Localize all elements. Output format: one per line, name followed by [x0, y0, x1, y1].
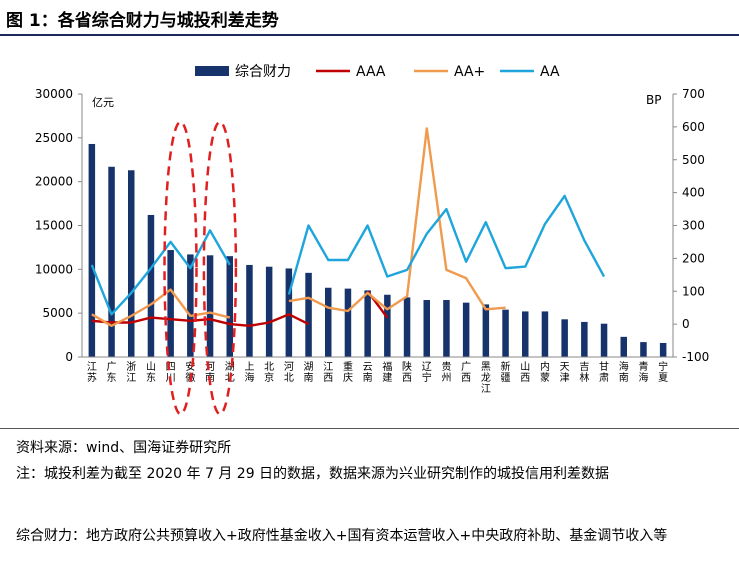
title-rule	[0, 34, 739, 36]
right-tick-label: 200	[682, 251, 705, 265]
category-label: 天津	[560, 362, 570, 384]
left-tick-label: 25000	[35, 131, 73, 145]
category-label: 贵州	[441, 360, 451, 384]
category-label: 山东	[146, 361, 156, 384]
left-tick-label: 5000	[42, 306, 73, 320]
bar	[305, 272, 312, 357]
left-unit-label: 亿元	[92, 96, 114, 109]
bar	[344, 288, 352, 357]
bar	[443, 300, 450, 357]
category-label: 江西	[323, 361, 333, 384]
legend-swatch-bar	[195, 66, 229, 76]
source-note: 资料来源：wind、国海证券研究所	[16, 440, 232, 456]
right-tick-label: -100	[682, 350, 709, 364]
bar	[88, 143, 96, 357]
category-label: 广西	[461, 361, 471, 384]
highlight-ellipses	[163, 120, 238, 416]
series-line-AA+	[288, 127, 506, 313]
right-tick-label: 500	[682, 153, 705, 167]
bottom-rule	[0, 428, 739, 429]
series-line-AA	[90, 229, 231, 316]
category-label: 江苏	[87, 361, 97, 384]
bar	[482, 304, 490, 357]
category-label: 北京	[264, 361, 274, 384]
category-label: 甘肃	[599, 360, 609, 384]
category-label: 吉林	[579, 361, 589, 384]
legend: 综合财力 AAA AA+ AA	[195, 64, 560, 80]
bar	[364, 290, 371, 357]
bar	[502, 309, 509, 357]
series-lines	[90, 127, 606, 327]
legend-label: AA	[540, 64, 560, 80]
right-tick-label: 700	[682, 87, 705, 101]
category-label: 上海	[244, 361, 254, 384]
category-label: 浙江	[126, 361, 136, 384]
left-tick-label: 0	[65, 350, 73, 364]
bar	[147, 214, 155, 357]
bar	[659, 342, 667, 357]
bar	[285, 268, 293, 357]
series-line-AA	[287, 194, 606, 295]
category-label: 黑龙江	[481, 361, 491, 395]
right-tick-label: 100	[682, 284, 705, 298]
category-label: 广东	[107, 361, 117, 384]
right-tick-label: 400	[682, 186, 705, 200]
legend-label: 综合财力	[235, 64, 291, 80]
bar	[581, 321, 588, 357]
category-label: 新疆	[501, 360, 511, 384]
bar	[620, 336, 627, 357]
bar	[265, 266, 273, 357]
left-tick-label: 30000	[35, 87, 73, 101]
bar	[462, 302, 470, 357]
bar	[128, 170, 135, 357]
category-label: 山西	[520, 361, 530, 384]
category-label: 青海	[638, 360, 648, 384]
category-label: 辽宁	[422, 361, 432, 384]
category-label: 河北	[284, 361, 294, 384]
left-tick-label: 15000	[35, 219, 73, 233]
bar	[384, 294, 391, 357]
figure-title: 图 1：各省综合财力与城投利差走势	[6, 11, 279, 31]
right-tick-label: 300	[682, 219, 705, 233]
series-line-AAA	[91, 313, 310, 327]
left-tick-label: 10000	[35, 262, 73, 276]
category-label: 福建	[382, 360, 392, 384]
right-unit-label: BP	[646, 93, 661, 107]
axes: 0 5000 10000 15000 20000 25000 30000 -100 0 100 20…	[35, 87, 709, 395]
right-tick-label: 0	[682, 317, 690, 331]
highlight-ellipse	[163, 120, 198, 416]
right-tick-label: 600	[682, 120, 705, 134]
legend-label: AA+	[454, 64, 485, 80]
bar	[246, 264, 253, 357]
bar	[600, 323, 608, 357]
legend-label: AAA	[356, 64, 386, 80]
category-label: 海南	[619, 360, 629, 384]
bar	[167, 250, 174, 357]
bar	[541, 311, 549, 357]
category-label: 湖南	[304, 361, 314, 384]
chart: 综合财力 AAA AA+ AA 050001000015000200002500030…	[35, 64, 709, 416]
category-label: 内蒙	[540, 360, 550, 384]
definition-note: 综合财力：地方政府公共预算收入+政府性基金收入+国有资本运营收入+中央政府补助、…	[16, 528, 668, 544]
series-line-AA+	[91, 288, 231, 327]
highlight-ellipse	[202, 120, 238, 416]
bar	[325, 287, 332, 357]
spread-note: 注：城投利差为截至 2020 年 7 月 29 日的数据，数据来源为兴业研究制作…	[16, 466, 610, 482]
bar	[206, 255, 214, 357]
bars	[88, 143, 667, 357]
category-label: 云南	[363, 362, 373, 384]
bar	[522, 311, 529, 357]
bar	[226, 256, 233, 357]
category-label: 陕西	[402, 360, 412, 384]
bar	[108, 166, 115, 357]
left-tick-label: 20000	[35, 175, 73, 189]
bar	[640, 342, 647, 357]
bar	[187, 254, 194, 357]
bar	[403, 297, 411, 357]
bar	[423, 300, 430, 357]
bar	[561, 319, 568, 357]
category-label: 宁夏	[658, 360, 668, 384]
category-label: 重庆	[343, 360, 353, 384]
